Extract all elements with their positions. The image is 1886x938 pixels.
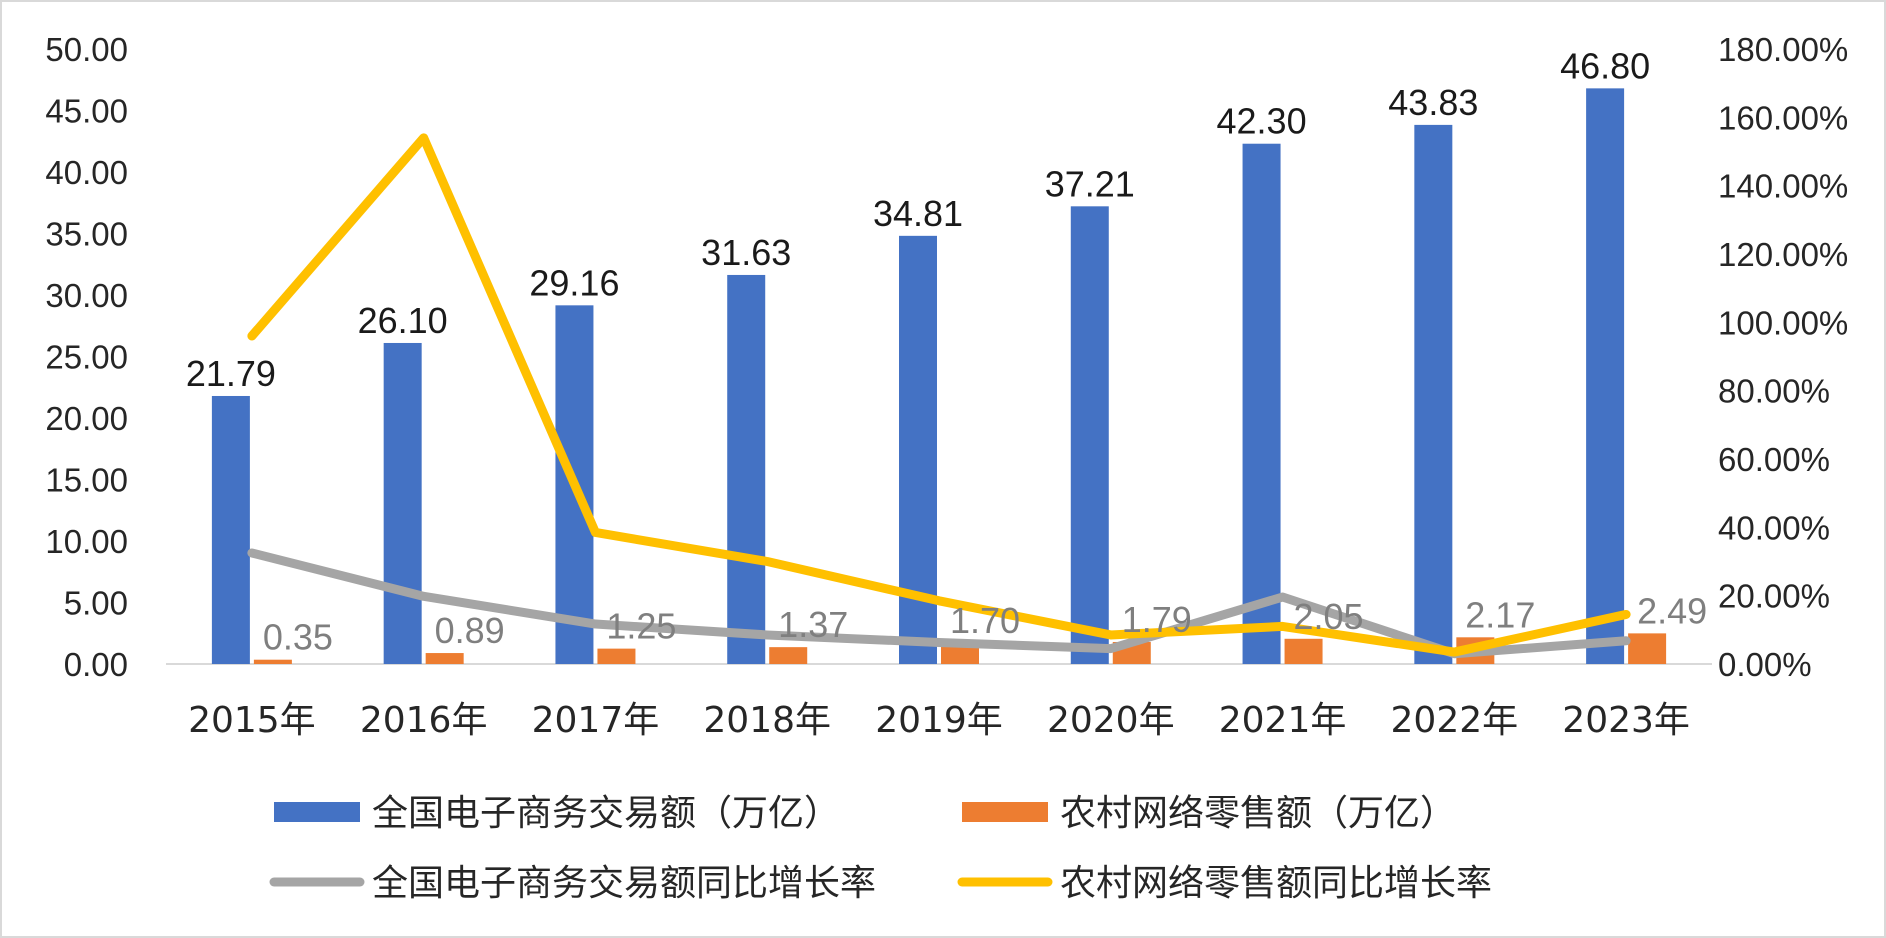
data-label-ecommerce-volume: 31.63 <box>701 232 791 273</box>
data-label-rural-retail: 2.49 <box>1637 590 1707 631</box>
y-axis-right-tick-label: 120.00% <box>1718 236 1848 273</box>
y-axis-right-tick-label: 100.00% <box>1718 304 1848 341</box>
y-axis-left-tick-label: 35.00 <box>45 216 128 253</box>
legend-swatch-bar <box>962 802 1048 822</box>
x-axis-category-label: 2017年 <box>532 700 660 741</box>
legend-label: 农村网络零售额（万亿） <box>1060 793 1456 834</box>
data-label-ecommerce-volume: 37.21 <box>1045 163 1135 204</box>
data-label-ecommerce-volume: 42.30 <box>1217 101 1307 142</box>
y-axis-left-tick-label: 20.00 <box>45 400 128 437</box>
data-label-ecommerce-volume: 34.81 <box>873 193 963 234</box>
y-axis-left-tick-label: 0.00 <box>64 646 128 683</box>
bar-ecommerce-volume <box>1070 206 1109 664</box>
y-axis-right-tick-label: 40.00% <box>1718 509 1830 546</box>
data-label-rural-retail: 0.35 <box>263 617 333 658</box>
bar-rural-retail <box>941 643 979 664</box>
y-axis-left-tick-label: 25.00 <box>45 339 128 376</box>
y-axis-right-tick-label: 60.00% <box>1718 441 1830 478</box>
bar-ecommerce-volume <box>211 395 250 664</box>
x-axis-category-label: 2019年 <box>875 700 1003 741</box>
bar-ecommerce-volume <box>1414 124 1453 665</box>
x-axis-category-label: 2022年 <box>1391 700 1519 741</box>
data-label-rural-retail: 1.25 <box>606 606 676 647</box>
bar-ecommerce-volume <box>383 342 422 664</box>
data-label-ecommerce-volume: 26.10 <box>358 300 448 341</box>
x-axis-category-label: 2020年 <box>1047 700 1175 741</box>
axes-layer: 0.00 5.00 10.00 15.00 20.00 25.00 30.00 35.00 40… <box>45 31 1848 741</box>
y-axis-right-tick-label: 160.00% <box>1718 99 1848 136</box>
legend-item: 农村网络零售额（万亿） <box>962 793 1456 834</box>
bar-rural-retail <box>769 647 808 664</box>
legend-swatch-bar <box>274 802 360 822</box>
line-ecommerce-growth <box>247 548 1631 659</box>
legend-item: 全国电子商务交易额（万亿） <box>274 793 840 834</box>
line-rural-retail-growth <box>247 133 1631 657</box>
bar-rural-retail <box>1628 633 1667 664</box>
x-axis-category-label: 2018年 <box>703 700 831 741</box>
data-label-rural-retail: 1.37 <box>778 604 848 645</box>
x-axis-category-label: 2023年 <box>1562 700 1690 741</box>
lines-layer <box>247 133 1631 659</box>
x-axis-category-label: 2015年 <box>188 700 316 741</box>
bar-rural-retail <box>1284 638 1323 664</box>
data-label-rural-retail: 1.70 <box>950 600 1020 641</box>
data-labels-layer: 21.79 26.10 29.16 31.63 34.81 37.21 42.30 43.83… <box>186 45 1707 657</box>
data-label-ecommerce-volume: 21.79 <box>186 353 276 394</box>
y-axis-left-tick-label: 30.00 <box>45 277 128 314</box>
legend: 全国电子商务交易额（万亿） 农村网络零售额（万亿） 全国电子商务交易额同比增长率 农村… <box>269 793 1492 904</box>
y-axis-left-tick-label: 10.00 <box>45 523 128 560</box>
data-label-ecommerce-volume: 29.16 <box>529 262 619 303</box>
data-label-rural-retail: 2.17 <box>1465 594 1535 635</box>
y-axis-right-tick-label: 0.00% <box>1718 646 1812 683</box>
bar-ecommerce-volume <box>1586 88 1625 665</box>
legend-label: 全国电子商务交易额（万亿） <box>372 793 840 834</box>
data-label-rural-retail: 2.05 <box>1294 596 1364 637</box>
legend-item: 全国电子商务交易额同比增长率 <box>269 863 876 904</box>
bar-ecommerce-volume <box>1242 143 1281 664</box>
legend-label: 农村网络零售额同比增长率 <box>1060 863 1492 904</box>
bar-rural-retail <box>253 659 292 664</box>
x-axis-category-label: 2016年 <box>360 700 488 741</box>
y-axis-left-tick-label: 50.00 <box>45 31 128 68</box>
bars-layer <box>211 88 1667 665</box>
data-label-rural-retail: 1.79 <box>1122 599 1192 640</box>
y-axis-right-tick-label: 20.00% <box>1718 578 1830 615</box>
legend-item: 农村网络零售额同比增长率 <box>957 863 1492 904</box>
data-label-ecommerce-volume: 46.80 <box>1560 45 1650 86</box>
y-axis-left-tick-label: 40.00 <box>45 154 128 191</box>
y-axis-right-tick-label: 180.00% <box>1718 31 1848 68</box>
y-axis-right-tick-label: 80.00% <box>1718 373 1830 410</box>
x-axis-category-label: 2021年 <box>1219 700 1347 741</box>
y-axis-left-tick-label: 15.00 <box>45 462 128 499</box>
bar-rural-retail <box>597 648 636 664</box>
legend-label: 全国电子商务交易额同比增长率 <box>372 863 876 904</box>
y-axis-left-tick-label: 45.00 <box>45 93 128 130</box>
data-label-rural-retail: 0.89 <box>435 610 505 651</box>
bar-ecommerce-volume <box>727 274 766 664</box>
data-label-ecommerce-volume: 43.83 <box>1388 82 1478 123</box>
bar-rural-retail <box>425 653 464 664</box>
y-axis-right-tick-label: 140.00% <box>1718 168 1848 205</box>
y-axis-left-tick-label: 5.00 <box>64 585 128 622</box>
